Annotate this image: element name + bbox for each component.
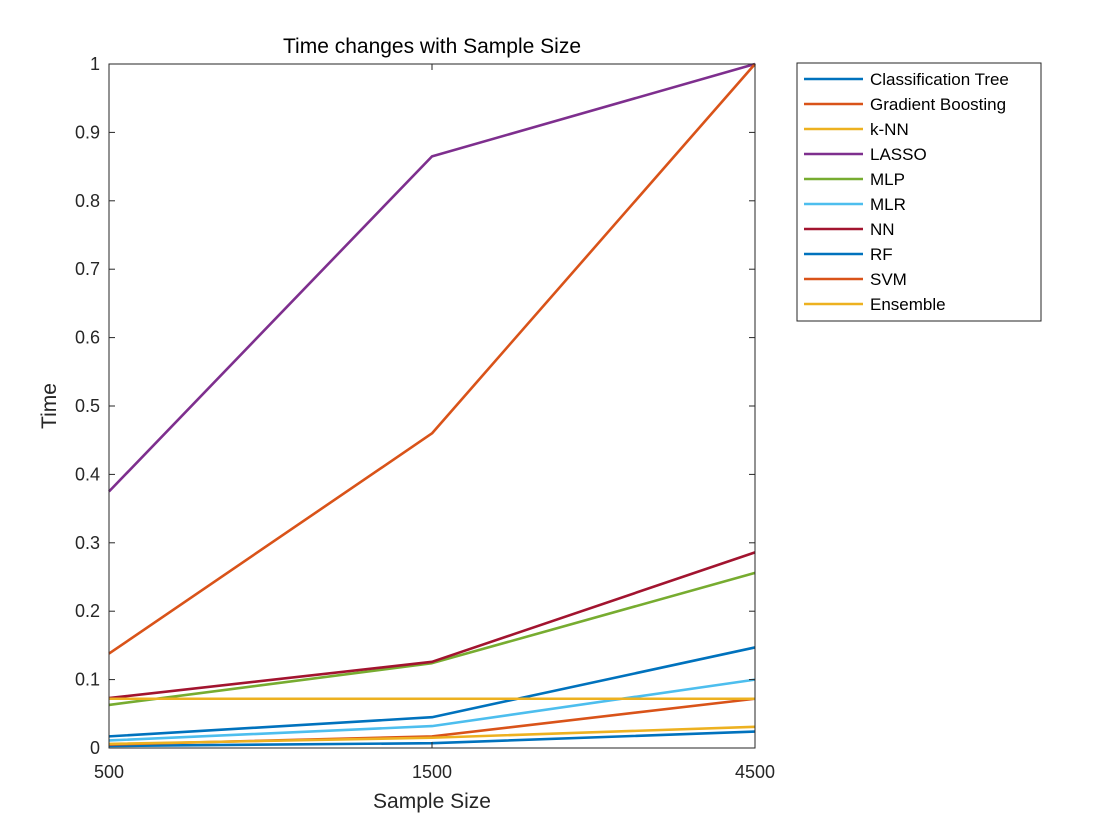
series-line-4 <box>108 62 756 493</box>
plot-background <box>109 64 755 748</box>
tick-marks <box>108 63 756 749</box>
legend-label-5: MLP <box>870 170 905 189</box>
y-tick-label: 0 <box>90 738 100 758</box>
y-tick-label: 0.7 <box>75 259 100 279</box>
chart-title: Time changes with Sample Size <box>283 35 581 58</box>
y-tick-label: 0.8 <box>75 191 100 211</box>
y-tick-label: 1 <box>90 54 100 74</box>
legend-label-7: NN <box>870 220 895 239</box>
legend-label-2: Gradient Boosting <box>870 95 1006 114</box>
legend-label-9: SVM <box>870 270 907 289</box>
y-tick-label: 0.1 <box>75 670 100 690</box>
y-tick-label: 0.9 <box>75 122 100 142</box>
y-tick-label: 0.6 <box>75 328 100 348</box>
series-line-5 <box>108 571 756 707</box>
legend-label-4: LASSO <box>870 145 927 164</box>
legend-label-6: MLR <box>870 195 906 214</box>
legend-label-1: Classification Tree <box>870 70 1009 89</box>
y-tick-label: 0.2 <box>75 601 100 621</box>
y-axis-label: Time <box>38 383 61 429</box>
series-line-6 <box>108 678 756 742</box>
x-axis-label: Sample Size <box>373 790 491 813</box>
y-tick-label: 0.4 <box>75 464 100 484</box>
legend-label-8: RF <box>870 245 893 264</box>
series-line-9 <box>108 63 756 655</box>
series-line-3 <box>108 725 756 746</box>
legend-label-3: k-NN <box>870 120 909 139</box>
series-line-8 <box>108 646 756 738</box>
legend: Classification Tree Gradient Boosting k-NN… <box>796 62 1042 322</box>
x-tick-label: 500 <box>94 762 124 782</box>
x-tick-label: 1500 <box>412 762 452 782</box>
plot-area <box>108 62 756 749</box>
y-tick-label: 0.5 <box>75 396 100 416</box>
series-line-7 <box>108 551 756 700</box>
x-tick-labels: 500 1500 4500 <box>94 762 775 782</box>
y-tick-label: 0.3 <box>75 533 100 553</box>
series-layer <box>108 62 756 748</box>
legend-items: Classification Tree Gradient Boosting k-NN… <box>804 70 1009 314</box>
legend-label-10: Ensemble <box>870 295 946 314</box>
x-tick-label: 4500 <box>735 762 775 782</box>
y-tick-labels: 0 0.1 0.2 0.3 0.4 0.5 0.6 0.7 0.8 0.9 1 <box>75 54 100 758</box>
